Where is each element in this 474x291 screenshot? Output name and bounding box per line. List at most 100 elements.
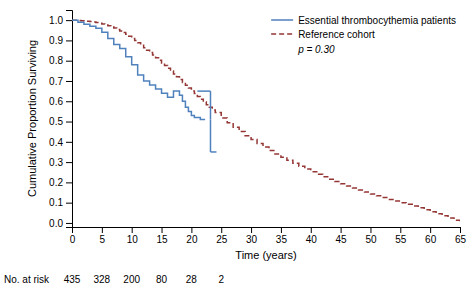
legend-swatch (271, 33, 293, 35)
y-tick-mark (66, 162, 72, 163)
y-tick-mark (66, 223, 72, 224)
legend-item: Essential thrombocythemia patients (271, 15, 456, 26)
y-tick-label: 0.0 (49, 218, 63, 229)
y-tick: 0.3 (49, 157, 72, 168)
x-tick: 60 (425, 227, 437, 245)
x-tick: 50 (365, 227, 377, 245)
x-tick-mark (460, 227, 461, 233)
y-tick-mark (66, 20, 72, 21)
at-risk-count: 435 (64, 274, 81, 285)
x-tick: 20 (186, 227, 198, 245)
y-tick-label: 0.3 (49, 157, 63, 168)
x-axis-line (73, 228, 461, 234)
x-tick-label: 65 (455, 234, 467, 245)
y-tick-label: 0.2 (49, 177, 63, 188)
legend-swatch (271, 19, 293, 21)
y-tick: 0.9 (49, 35, 72, 46)
x-tick-label: 20 (186, 234, 198, 245)
x-tick: 40 (306, 227, 318, 245)
at-risk-count: 2 (218, 274, 224, 285)
y-tick-label: 0.8 (49, 55, 63, 66)
y-tick: 0.1 (49, 197, 72, 208)
annotation: p = 0.30 (297, 44, 335, 55)
at-risk-label: No. at risk (4, 274, 50, 285)
x-tick-mark (370, 227, 371, 233)
x-tick: 10 (127, 227, 139, 245)
at-risk-table: No. at risk 435 328 200 80 28 2 (4, 274, 224, 285)
x-tick-label: 0 (70, 234, 76, 245)
y-tick-mark (66, 101, 72, 102)
x-tick-label: 60 (425, 234, 437, 245)
legend-label: Reference cohort (298, 29, 375, 40)
ci-segment (210, 91, 212, 119)
y-tick-label: 1.0 (49, 15, 63, 26)
y-tick: 0.8 (49, 55, 72, 66)
x-tick: 35 (276, 227, 288, 245)
x-tick-label: 45 (336, 234, 348, 245)
legend-label: Essential thrombocythemia patients (298, 15, 456, 26)
series-line (72, 20, 460, 222)
x-tick: 30 (246, 227, 258, 245)
x-tick: 65 (455, 227, 467, 245)
y-tick: 0.2 (49, 177, 72, 188)
legend-item: Reference cohort (271, 29, 375, 40)
ci-segment (210, 120, 212, 152)
y-tick: 0.5 (49, 116, 72, 127)
y-tick: 1.0 (49, 15, 72, 26)
y-tick: 0.6 (49, 96, 72, 107)
x-tick: 0 (70, 227, 76, 245)
x-tick: 55 (395, 227, 407, 245)
y-tick-label: 0.1 (49, 197, 63, 208)
x-tick-mark (400, 227, 401, 233)
y-tick-mark (66, 61, 72, 62)
at-risk-count: 328 (94, 274, 111, 285)
x-axis-title: Time (years) (235, 249, 296, 261)
x-tick-label: 15 (156, 234, 168, 245)
legend: Essential thrombocythemia patients Refere… (271, 15, 456, 40)
y-axis-line (66, 11, 73, 228)
x-tick-label: 40 (306, 234, 318, 245)
ci-segment (197, 90, 210, 92)
x-tick-mark (132, 227, 133, 233)
x-tick-mark (251, 227, 252, 233)
at-risk-count: 200 (123, 274, 140, 285)
y-axis: 0.0 0.1 0.2 0.3 0.4 0.5 0.6 0.7 0.8 0.9 1.0 (49, 11, 72, 229)
y-axis-title: Cumulative Proportion Surviving (26, 40, 38, 197)
y-tick-mark (66, 40, 72, 41)
y-tick-mark (66, 203, 72, 204)
x-tick-mark (191, 227, 192, 233)
x-tick-mark (341, 227, 342, 233)
y-tick-label: 0.9 (49, 35, 63, 46)
y-tick-label: 0.5 (49, 116, 63, 127)
y-tick: 0.7 (49, 76, 72, 87)
at-risk-count: 28 (186, 274, 198, 285)
y-tick-mark (66, 182, 72, 183)
x-tick-label: 30 (246, 234, 258, 245)
y-tick-mark (66, 122, 72, 123)
x-axis: 0 5 10 15 20 25 30 35 40 45 50 55 60 65 (70, 227, 467, 245)
x-tick: 15 (156, 227, 168, 245)
x-tick: 5 (100, 227, 106, 245)
at-risk-count: 80 (156, 274, 168, 285)
y-tick-label: 0.6 (49, 96, 63, 107)
y-tick: 0.4 (49, 137, 72, 148)
x-tick-mark (281, 227, 282, 233)
y-tick-mark (66, 142, 72, 143)
x-tick-label: 5 (100, 234, 106, 245)
y-tick-mark (66, 81, 72, 82)
x-tick-label: 55 (395, 234, 407, 245)
y-tick: 0.0 (49, 218, 72, 229)
chart: 051015202530354045505560650.00.10.20.30.… (0, 0, 474, 291)
x-tick-mark (221, 227, 222, 233)
plot: 051015202530354045505560650.00.10.20.30.… (49, 11, 466, 246)
series-line (72, 20, 205, 119)
y-tick-label: 0.7 (49, 76, 63, 87)
x-tick-mark (162, 227, 163, 233)
ci-segment (210, 151, 216, 153)
x-tick: 25 (216, 227, 228, 245)
x-tick-label: 10 (127, 234, 139, 245)
x-tick-mark (102, 227, 103, 233)
ci-bracket (197, 91, 216, 152)
x-tick-mark (430, 227, 431, 233)
y-tick-label: 0.4 (49, 137, 63, 148)
